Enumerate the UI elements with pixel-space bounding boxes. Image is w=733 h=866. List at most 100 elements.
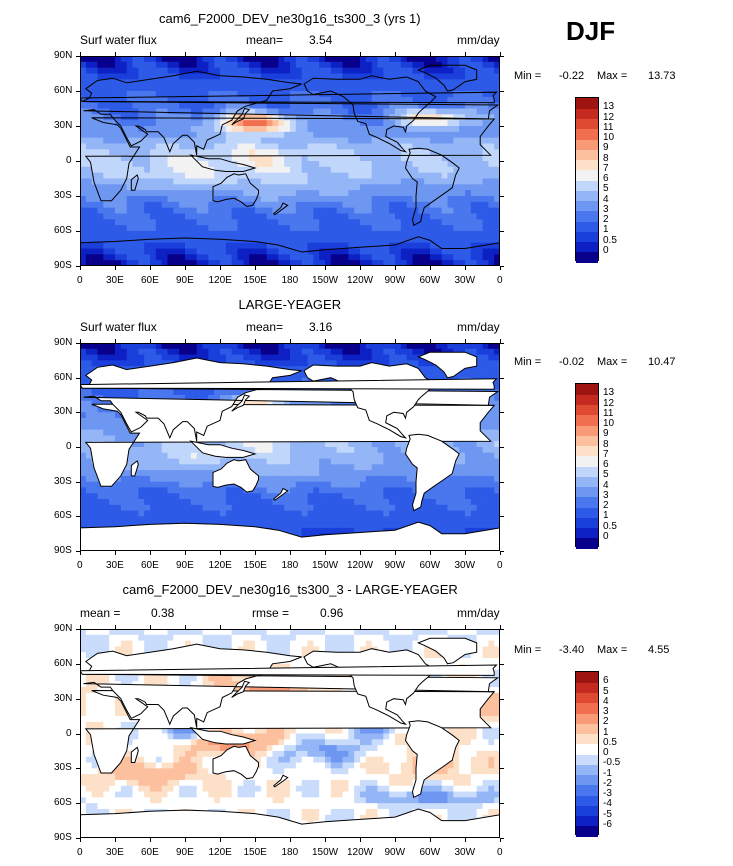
map-cell [272,67,279,75]
map-cell [365,190,373,197]
map-cell [301,481,309,489]
map-cell [208,161,215,168]
map-cell [97,56,104,63]
map-cell [371,161,379,168]
map-cell [319,499,326,506]
map-cell [179,196,186,203]
map-cell [465,126,472,133]
map-cell [138,143,145,150]
map-cell [243,207,250,215]
map-cell [132,242,139,250]
map-cell [138,196,145,203]
map-cell [494,79,500,86]
map-cell [97,126,104,133]
map-cell [447,184,454,191]
map-cell [237,260,244,266]
map-cell [360,348,367,356]
map-cell [255,260,262,266]
map-cell [441,149,449,156]
map-cell [395,441,402,448]
map-cell [179,447,186,454]
map-cell [278,447,285,454]
map-cell [371,131,379,139]
map-cell [453,85,460,92]
map-cell [424,516,431,523]
map-cell [80,131,87,139]
map-cell [365,354,373,361]
variable-name: Surf water flux [80,33,157,47]
map-cell [190,137,198,145]
map-cell [80,178,87,185]
map-cell [336,172,344,180]
map-cell [97,67,104,75]
map-cell [272,108,279,115]
map-cell [435,219,443,226]
map-cell [155,481,163,489]
map-cell [266,354,274,361]
map-cell [91,248,99,255]
map-cell [435,73,443,80]
map-cell [220,389,227,396]
map-cell [185,254,192,261]
lon-tick [360,52,361,56]
map-cell [395,348,402,356]
map-cell [470,493,478,500]
map-cell [395,120,402,127]
map-cell [150,219,157,226]
map-cell [144,155,151,162]
map-cell [348,360,355,367]
map-cell [418,178,425,185]
map-cell [383,108,390,115]
map-cell [424,510,431,517]
map-cell [348,464,355,471]
map-cell [290,73,297,80]
map-cell [161,67,169,75]
map-cell [243,343,250,350]
map-cell [465,96,472,104]
map-cell [313,470,320,477]
map-cell [290,400,297,408]
map-cell [313,184,320,191]
map-cell [377,254,384,261]
map-cell [255,172,262,180]
map-cell [190,343,198,350]
map-cell [97,236,104,244]
map-cell [272,348,279,356]
map-cell [97,487,104,494]
map-cell [272,126,279,133]
map-cell [278,96,285,104]
map-cell [313,348,320,356]
map-cell [132,120,139,127]
map-cell [266,178,274,185]
map-cell [144,510,151,517]
map-cell [319,248,326,255]
map-cell [85,137,93,145]
map-cell [202,120,209,127]
map-cell [85,458,93,465]
map-cell [109,190,116,197]
map-cell [430,219,437,226]
map-cell [91,423,99,431]
map-cell [155,475,163,483]
map-cell [255,96,262,104]
map-cell [109,522,116,529]
map-cell [290,56,297,63]
map-cell [260,166,268,174]
map-cell [377,236,384,244]
map-cell [383,260,390,266]
map-cell [173,510,180,517]
map-cell [301,190,309,197]
map-cell [412,343,419,350]
map-cell [412,516,419,523]
map-cell [395,190,402,197]
map-cell [115,389,122,396]
map-cell [225,149,233,156]
map-cell [144,254,151,261]
map-cell [249,516,256,523]
map-cell [348,131,355,139]
map-cell [278,184,285,191]
map-cell [150,441,157,448]
map-cell [214,196,221,203]
map-cell [354,178,361,185]
map-cell [354,343,361,350]
